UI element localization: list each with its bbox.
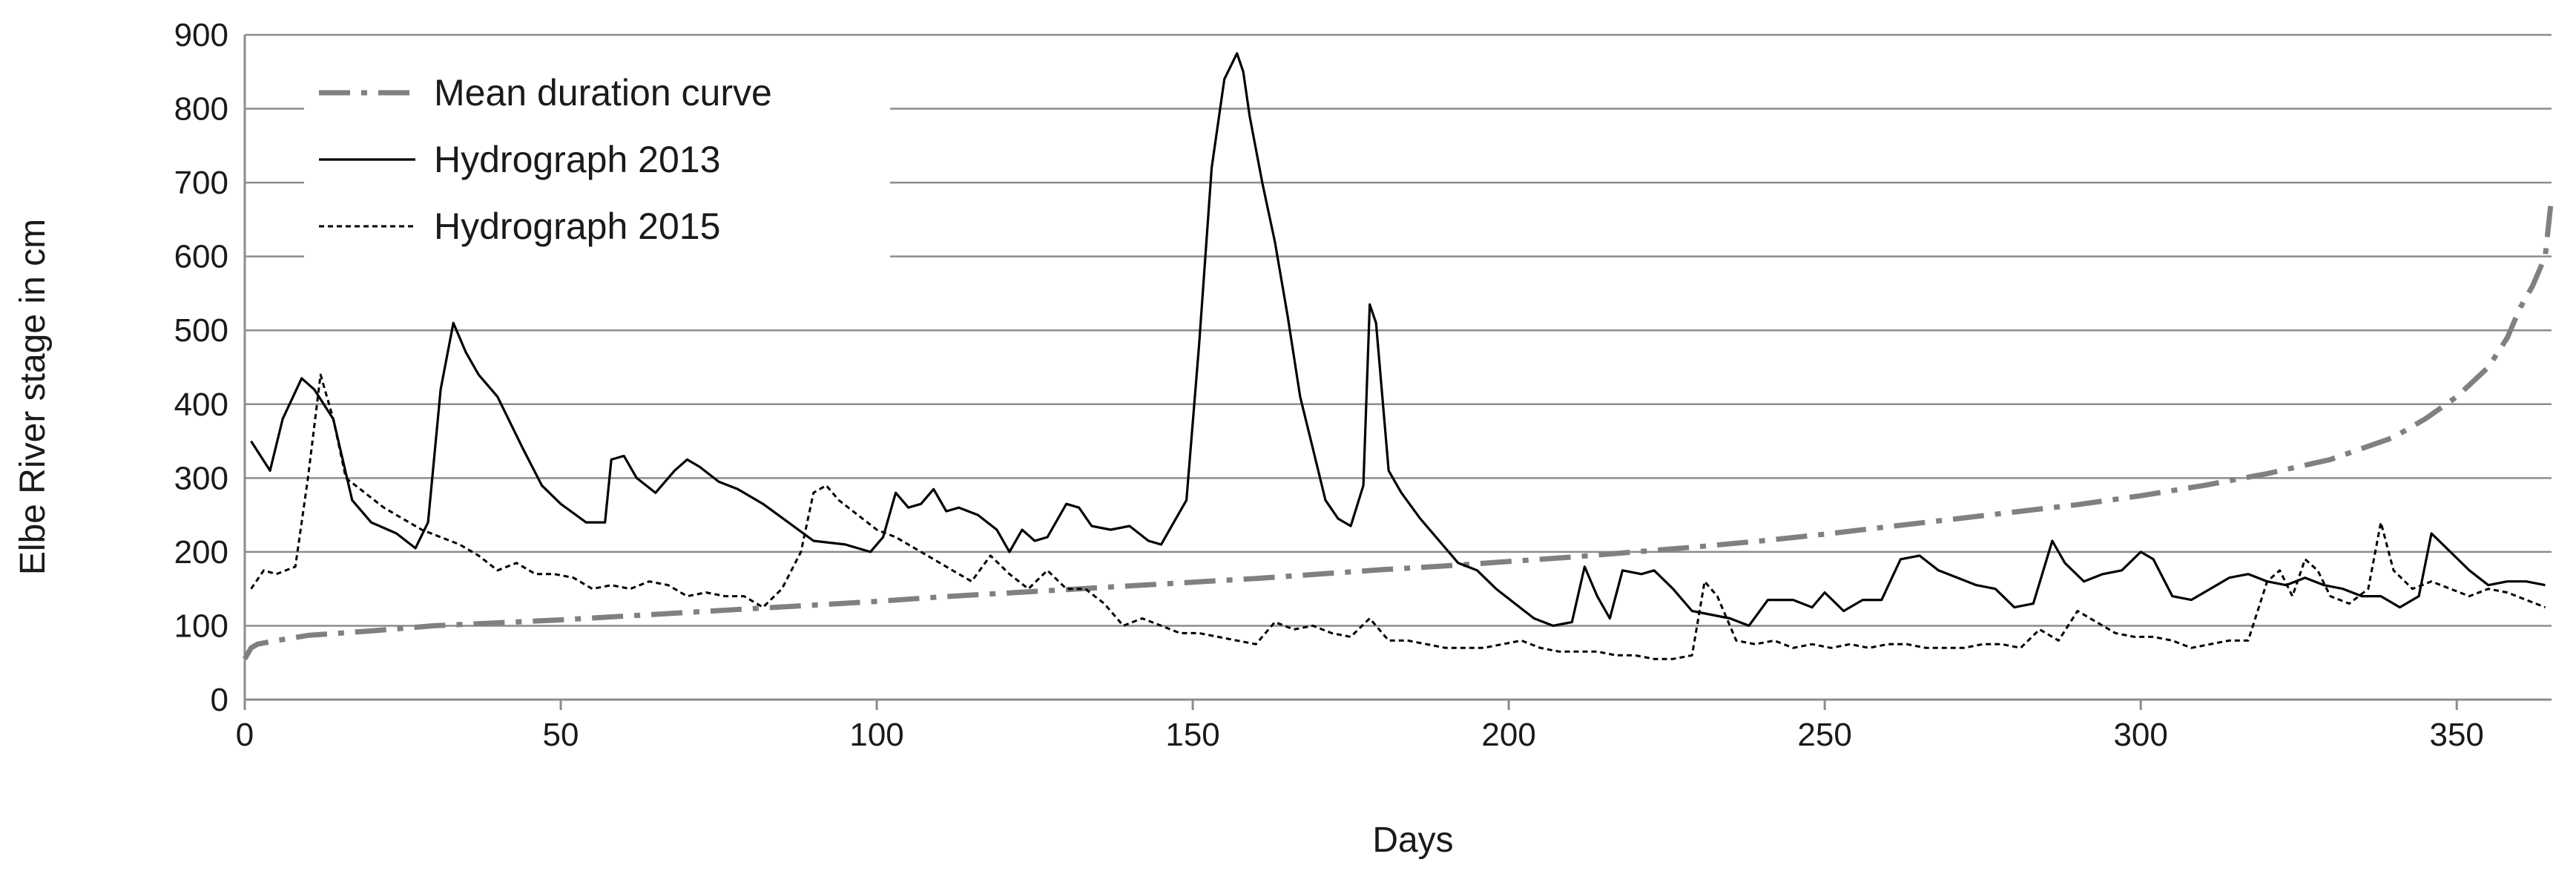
- data-series: [242, 52, 2554, 660]
- series-line-mean-duration-curve: [242, 197, 2554, 660]
- x-tick-label: 0: [236, 717, 254, 753]
- y-tick-label: 0: [211, 682, 228, 718]
- y-axis-title: Elbe River stage in cm: [13, 219, 53, 575]
- x-tick-label: 200: [1481, 717, 1535, 753]
- y-tick-label: 600: [174, 239, 228, 275]
- axes: 0 100 200 300 400 500 600 700 800 900 0 50 100 150 200…: [174, 17, 2552, 753]
- x-tick-label: 300: [2113, 717, 2167, 753]
- series-line-hydrograph-2013: [250, 52, 2546, 628]
- y-tick-label: 300: [174, 460, 228, 496]
- x-tick-label: 50: [543, 717, 579, 753]
- x-tick-label: 350: [2429, 717, 2483, 753]
- y-tick-label: 100: [174, 608, 228, 644]
- series-line-hydrograph-2015: [250, 373, 2546, 660]
- legend-label-hydrograph-2015: Hydrograph 2015: [434, 206, 720, 247]
- x-axis-title: Days: [1372, 821, 1453, 860]
- y-tick-label: 500: [174, 312, 228, 349]
- y-tick-label: 700: [174, 165, 228, 201]
- legend: Mean duration curve Hydrograph 2013 Hydr…: [304, 52, 890, 260]
- x-tick-label: 100: [849, 717, 903, 753]
- x-tick-label: 150: [1165, 717, 1219, 753]
- y-tick-label: 900: [174, 17, 228, 53]
- x-tick-label: 250: [1797, 717, 1851, 753]
- y-tick-label: 800: [174, 91, 228, 128]
- y-tick-label: 200: [174, 534, 228, 571]
- legend-label-hydrograph-2013: Hydrograph 2013: [434, 139, 720, 180]
- y-tick-label: 400: [174, 387, 228, 423]
- legend-background: [304, 52, 890, 260]
- legend-label-mean-duration: Mean duration curve: [434, 72, 772, 114]
